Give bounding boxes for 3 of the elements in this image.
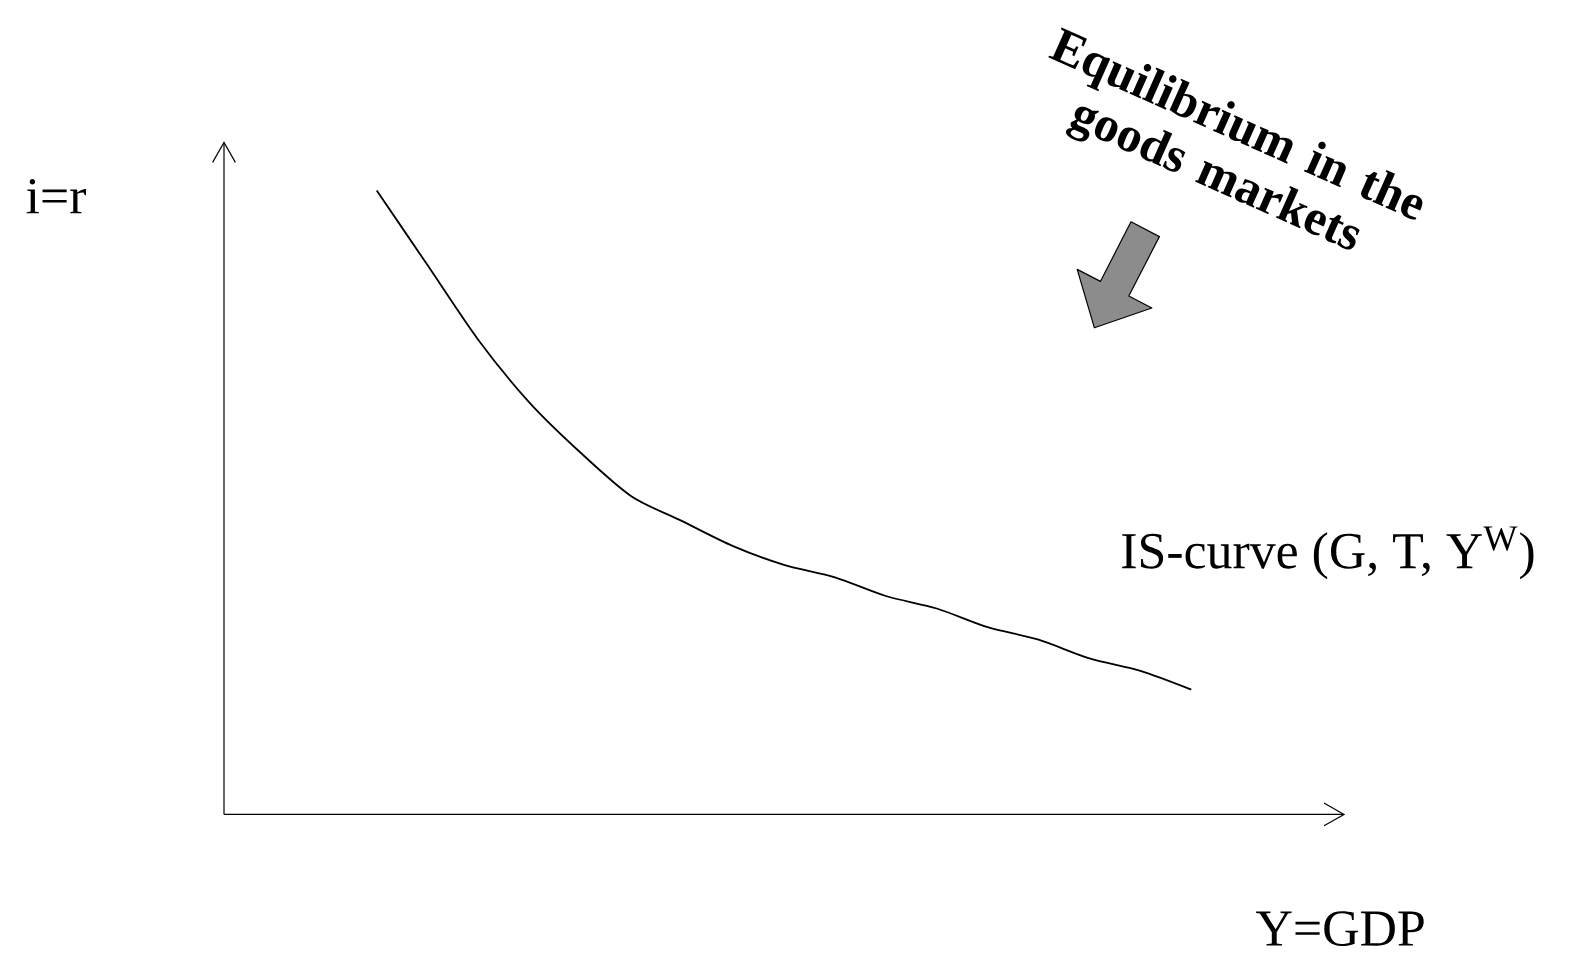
annotation: IS-curve (G, T, Y$^{W}$) [1122, 526, 1534, 580]
x-axis-title: Y=GDP [1256, 911, 1424, 947]
y-axis-title: i=r [26, 178, 87, 214]
